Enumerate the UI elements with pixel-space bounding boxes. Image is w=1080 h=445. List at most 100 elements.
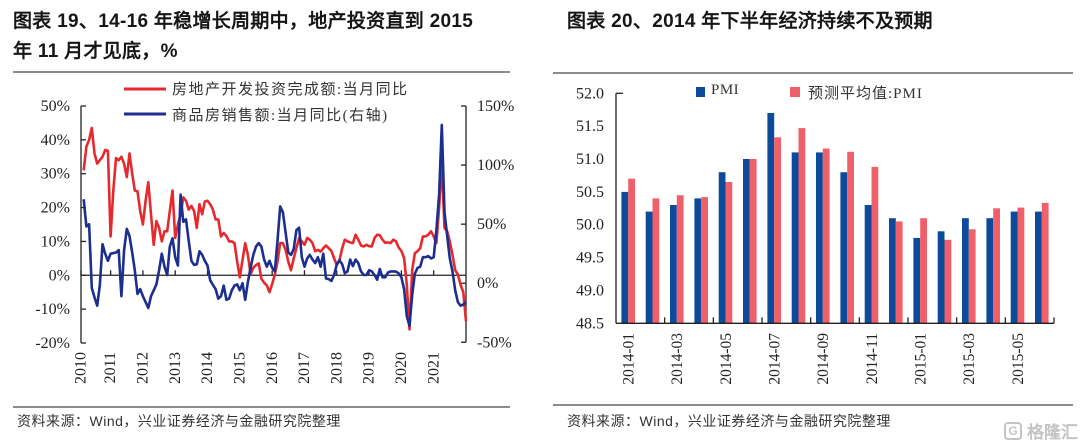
- legend-swatch-pmi: [696, 87, 705, 97]
- left-y-tick-label: -10%: [35, 301, 70, 318]
- right-y-tick-label: 150%: [477, 98, 514, 115]
- bar-x-tick-label: 2014-03: [669, 333, 686, 385]
- x-tick-label: 2020: [393, 352, 410, 384]
- bar-pmi: [791, 152, 799, 324]
- x-tick-label: 2016: [264, 352, 281, 384]
- right-y-tick-label: 50%: [477, 216, 506, 233]
- right-y-tick-label: -50%: [477, 334, 512, 351]
- x-tick-label: 2015: [231, 352, 248, 384]
- bar-pmi: [670, 205, 677, 324]
- x-tick-label: 2019: [361, 352, 378, 384]
- right-top-divider: [553, 72, 1073, 74]
- bar-pmi: [937, 231, 945, 324]
- legend-label-pmi-forecast: 预测平均值:PMI: [808, 86, 923, 102]
- bar-pmi-forecast: [1017, 207, 1025, 324]
- bar-pmi-forecast: [847, 151, 854, 324]
- bar-pmi: [864, 205, 872, 324]
- bar-pmi-forecast: [822, 148, 830, 324]
- bar-pmi: [986, 218, 994, 324]
- x-tick-label: 2010: [73, 352, 90, 384]
- gelonghui-logo-icon: G: [1004, 421, 1022, 440]
- bar-x-tick-label: 2014-07: [767, 333, 784, 385]
- bar-pmi: [767, 113, 775, 324]
- legend-label-investment: 房地产开发投资完成额:当月同比: [172, 82, 409, 98]
- bar-pmi: [718, 172, 726, 324]
- bar-y-tick-label: 48.5: [576, 315, 604, 332]
- left-top-divider: [13, 71, 510, 73]
- x-tick-label: 2012: [135, 352, 152, 384]
- bar-pmi: [816, 152, 823, 324]
- line-chart-investment-vs-sales: 50% 40% 30% 20% 10% 0% -10% -20% 150% 100% 50% 0% -5…: [35, 98, 514, 384]
- left-y-tick-label: 30%: [41, 166, 70, 183]
- x-tick-label: 2017: [296, 352, 313, 384]
- series-line-sales: [82, 123, 467, 328]
- left-y-tick-label: 20%: [41, 200, 70, 217]
- left-y-tick-label: 0%: [49, 267, 70, 284]
- bar-pmi-forecast: [676, 195, 684, 324]
- watermark-text: 格隆汇: [1027, 423, 1078, 442]
- bar-x-tick-label: 2015-01: [913, 333, 930, 385]
- bar-y-tick-label: 51.0: [576, 151, 604, 168]
- bar-pmi-forecast: [652, 198, 660, 324]
- bar-pmi: [913, 237, 921, 324]
- right-bottom-divider: [553, 404, 1073, 406]
- right-chart-title: 图表 20、2014 年下半年经济持续不及预期: [567, 11, 933, 32]
- left-y-tick-label: 40%: [41, 132, 70, 149]
- left-bottom-divider: [13, 406, 510, 408]
- bar-pmi-forecast: [628, 178, 635, 324]
- right-y-tick-label: 0%: [477, 275, 498, 292]
- bar-pmi-forecast: [1041, 203, 1049, 324]
- bar-pmi-forecast: [774, 137, 781, 324]
- bar-pmi-forecast: [749, 159, 757, 324]
- series-line-investment: [82, 126, 468, 331]
- bar-pmi-forecast: [968, 229, 976, 324]
- x-tick-label: 2021: [425, 352, 442, 384]
- bar-pmi: [840, 172, 848, 324]
- left-y-tick-label: 50%: [41, 98, 70, 115]
- left-chart-title-line2: 年 11 月才见底，%: [13, 41, 178, 62]
- left-chart-title-line1: 图表 19、14-16 年稳增长周期中，地产投资直到 2015: [13, 11, 474, 32]
- bar-y-tick-label: 50.5: [576, 184, 604, 201]
- bar-pmi: [1010, 211, 1018, 324]
- bar-y-tick-label: 49.0: [576, 282, 604, 299]
- bar-pmi-forecast: [798, 128, 806, 324]
- x-tick-label: 2011: [102, 352, 119, 383]
- right-y-tick-label: 100%: [477, 157, 514, 174]
- bar-pmi: [694, 198, 702, 324]
- left-source-note: 资料来源：Wind，兴业证券经济与金融研究院整理: [17, 413, 341, 429]
- bar-x-tick-label: 2015-05: [1010, 333, 1027, 385]
- bar-pmi: [645, 211, 653, 324]
- bar-x-tick-label: 2014-11: [864, 333, 881, 384]
- x-tick-label: 2013: [167, 352, 184, 384]
- bar-pmi: [889, 218, 896, 324]
- watermark: G 格隆汇: [1004, 418, 1078, 443]
- bar-x-tick-label: 2014-09: [815, 333, 832, 385]
- bar-pmi-forecast: [993, 208, 1000, 324]
- legend-label-pmi: PMI: [711, 82, 740, 98]
- bar-y-tick-label: 52.0: [576, 85, 604, 102]
- bar-pmi-forecast: [944, 239, 952, 324]
- bar-chart-pmi: 52.0 51.5 51.0 50.5 50.0 49.5 49.0 48.5 2014-01 2…: [576, 85, 1055, 385]
- bar-pmi: [1035, 211, 1042, 324]
- bar-pmi-forecast: [920, 218, 927, 324]
- x-tick-label: 2018: [328, 352, 345, 384]
- bar-pmi: [962, 218, 969, 324]
- left-y-tick-label: 10%: [41, 233, 70, 250]
- legend-swatch-pmi-forecast: [790, 87, 800, 97]
- bar-pmi-forecast: [895, 221, 903, 324]
- bar-pmi-forecast: [725, 182, 733, 324]
- bar-x-tick-label: 2015-03: [961, 333, 978, 385]
- left-y-tick-label: -20%: [35, 335, 70, 352]
- bar-y-tick-label: 49.5: [576, 250, 604, 267]
- bar-x-tick-label: 2014-05: [718, 333, 735, 385]
- bar-pmi: [621, 191, 629, 324]
- x-tick-label: 2014: [199, 352, 216, 384]
- bar-y-tick-label: 50.0: [576, 217, 604, 234]
- bar-y-tick-label: 51.5: [576, 118, 604, 135]
- bar-pmi-forecast: [871, 166, 879, 324]
- legend-label-sales: 商品房销售额:当月同比(右轴): [172, 108, 389, 124]
- bar-pmi-forecast: [701, 197, 708, 324]
- bar-pmi: [743, 159, 750, 324]
- right-source-note: 资料来源：Wind，兴业证券经济与金融研究院整理: [567, 413, 891, 429]
